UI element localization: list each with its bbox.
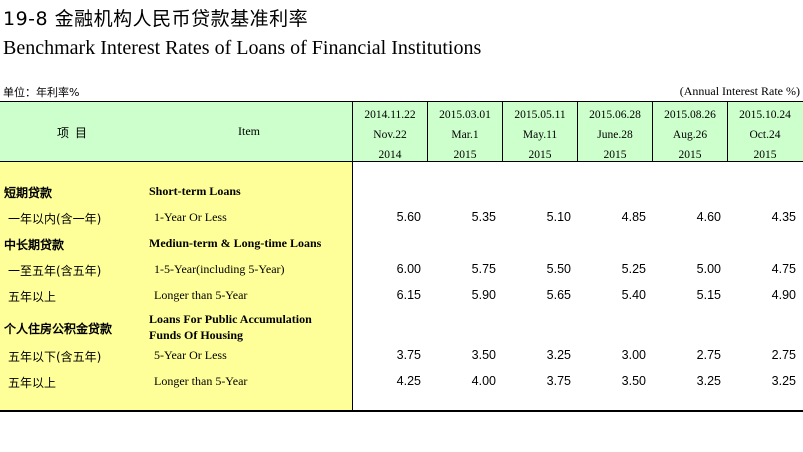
row-label-cn: 个人住房公积金贷款 (4, 322, 113, 336)
date-header-line: 2015.08.26 (664, 109, 716, 121)
rate-value: 4.75 (771, 262, 796, 276)
table-row: 个人住房公积金贷款 Loans For Public Accumulation … (0, 312, 803, 352)
rate-value: 6.00 (396, 262, 421, 276)
date-header-line: 2015.06.28 (589, 109, 641, 121)
date-header-line: 2015.05.11 (514, 109, 566, 121)
row-label-cn: 短期贷款 (4, 186, 53, 200)
date-header: 2015.06.28 June.28 2015 (578, 105, 652, 165)
row-label-en: Mediun-term & Long-time Loans (149, 236, 322, 250)
rate-value: 5.35 (471, 210, 496, 224)
rate-value: 3.25 (771, 374, 796, 388)
row-label-en: Funds Of Housing (149, 328, 244, 342)
row-label-en: Longer than 5-Year (154, 288, 248, 302)
rate-value: 3.00 (621, 348, 646, 362)
rate-value: 4.60 (696, 210, 721, 224)
date-header-line: 2014.11.22 (364, 109, 416, 121)
table-row: 五年以上 Longer than 5-Year 6.15 5.90 5.65 5… (0, 288, 803, 308)
table-row: 中长期贷款 Mediun-term & Long-time Loans (0, 236, 803, 256)
date-header-line: 2015 (528, 149, 552, 161)
rate-value: 5.50 (546, 262, 571, 276)
rate-value: 4.25 (396, 374, 421, 388)
date-header-line: Nov.22 (373, 129, 407, 141)
date-header-line: Mar.1 (451, 129, 479, 141)
rate-value: 3.25 (696, 374, 721, 388)
row-label-cn: 一至五年(含五年) (8, 264, 102, 278)
rate-value: 3.50 (471, 348, 496, 362)
row-label-en: Short-term Loans (149, 184, 241, 198)
rate-value: 4.85 (621, 210, 646, 224)
header-item-cn: 项目 (57, 126, 94, 140)
table-row: 五年以上 Longer than 5-Year 4.25 4.00 3.75 3… (0, 374, 803, 394)
date-header-line: 2015 (453, 149, 477, 161)
table-row: 五年以下(含五年) 5-Year Or Less 3.75 3.50 3.25 … (0, 348, 803, 368)
unit-label-en: (Annual Interest Rate %) (679, 84, 800, 98)
date-header: 2014.11.22 Nov.22 2014 (353, 105, 427, 165)
rate-value: 5.25 (621, 262, 646, 276)
column-divider (427, 102, 428, 161)
rate-value: 2.75 (696, 348, 721, 362)
rate-value: 5.10 (546, 210, 571, 224)
unit-label-cn: 单位：年利率% (3, 86, 80, 99)
table-top-border (0, 101, 803, 102)
column-divider (727, 102, 728, 161)
rate-value: 6.15 (396, 288, 421, 302)
column-divider (352, 102, 353, 410)
date-header-line: 2015.03.01 (439, 109, 491, 121)
row-label-cn: 中长期贷款 (4, 238, 65, 252)
column-divider (577, 102, 578, 161)
table-bottom-border (0, 410, 803, 412)
row-label-en: 1-Year Or Less (154, 210, 227, 224)
column-divider (502, 102, 503, 161)
row-label-en: Longer than 5-Year (154, 374, 248, 388)
row-label-en: 5-Year Or Less (154, 348, 227, 362)
row-label-cn: 五年以上 (8, 376, 57, 390)
rate-value: 5.75 (471, 262, 496, 276)
date-header-line: Aug.26 (672, 129, 708, 141)
row-label-en: 1-5-Year(including 5-Year) (154, 262, 285, 276)
rate-value: 5.15 (696, 288, 721, 302)
rate-value: 3.25 (546, 348, 571, 362)
row-label-cn: 一年以内(含一年) (8, 212, 102, 226)
date-header: 2015.10.24 Oct.24 2015 (728, 105, 802, 165)
rate-value: 3.75 (396, 348, 421, 362)
column-divider (652, 102, 653, 161)
rate-value: 5.65 (546, 288, 571, 302)
date-header-line: May.11 (522, 129, 558, 141)
row-label-cn: 五年以上 (8, 290, 57, 304)
rate-value: 5.60 (396, 210, 421, 224)
date-header-line: 2015.10.24 (739, 109, 791, 121)
rate-value: 4.90 (771, 288, 796, 302)
date-header: 2015.08.26 Aug.26 2015 (653, 105, 727, 165)
rate-value: 3.75 (546, 374, 571, 388)
rate-value: 3.50 (621, 374, 646, 388)
rate-value: 5.40 (621, 288, 646, 302)
rate-value: 4.00 (471, 374, 496, 388)
page-title-cn: 19-8 金融机构人民币贷款基准利率 (3, 8, 309, 30)
rate-value: 4.35 (771, 210, 796, 224)
table-row: 一年以内(含一年) 1-Year Or Less 5.60 5.35 5.10 … (0, 210, 803, 230)
rate-value: 2.75 (771, 348, 796, 362)
table-row: 短期贷款 Short-term Loans (0, 184, 803, 204)
date-header-line: June.28 (597, 129, 633, 141)
rate-value: 5.00 (696, 262, 721, 276)
date-header-line: 2015 (678, 149, 702, 161)
header-item-en: Item (238, 124, 260, 138)
date-header: 2015.05.11 May.11 2015 (503, 105, 577, 165)
item-column-background (0, 162, 352, 410)
row-label-en: Loans For Public Accumulation (149, 312, 312, 326)
row-label-cn: 五年以下(含五年) (8, 350, 102, 364)
date-header-line: 2015 (753, 149, 777, 161)
date-header-line: Oct.24 (749, 129, 781, 141)
header-bottom-border (0, 161, 803, 162)
page-title-en: Benchmark Interest Rates of Loans of Fin… (3, 37, 482, 59)
header-item-cell (0, 102, 352, 161)
date-header-line: 2014 (378, 149, 402, 161)
table-row: 一至五年(含五年) 1-5-Year(including 5-Year) 6.0… (0, 262, 803, 282)
date-header-line: 2015 (603, 149, 627, 161)
date-header: 2015.03.01 Mar.1 2015 (428, 105, 502, 165)
rate-value: 5.90 (471, 288, 496, 302)
